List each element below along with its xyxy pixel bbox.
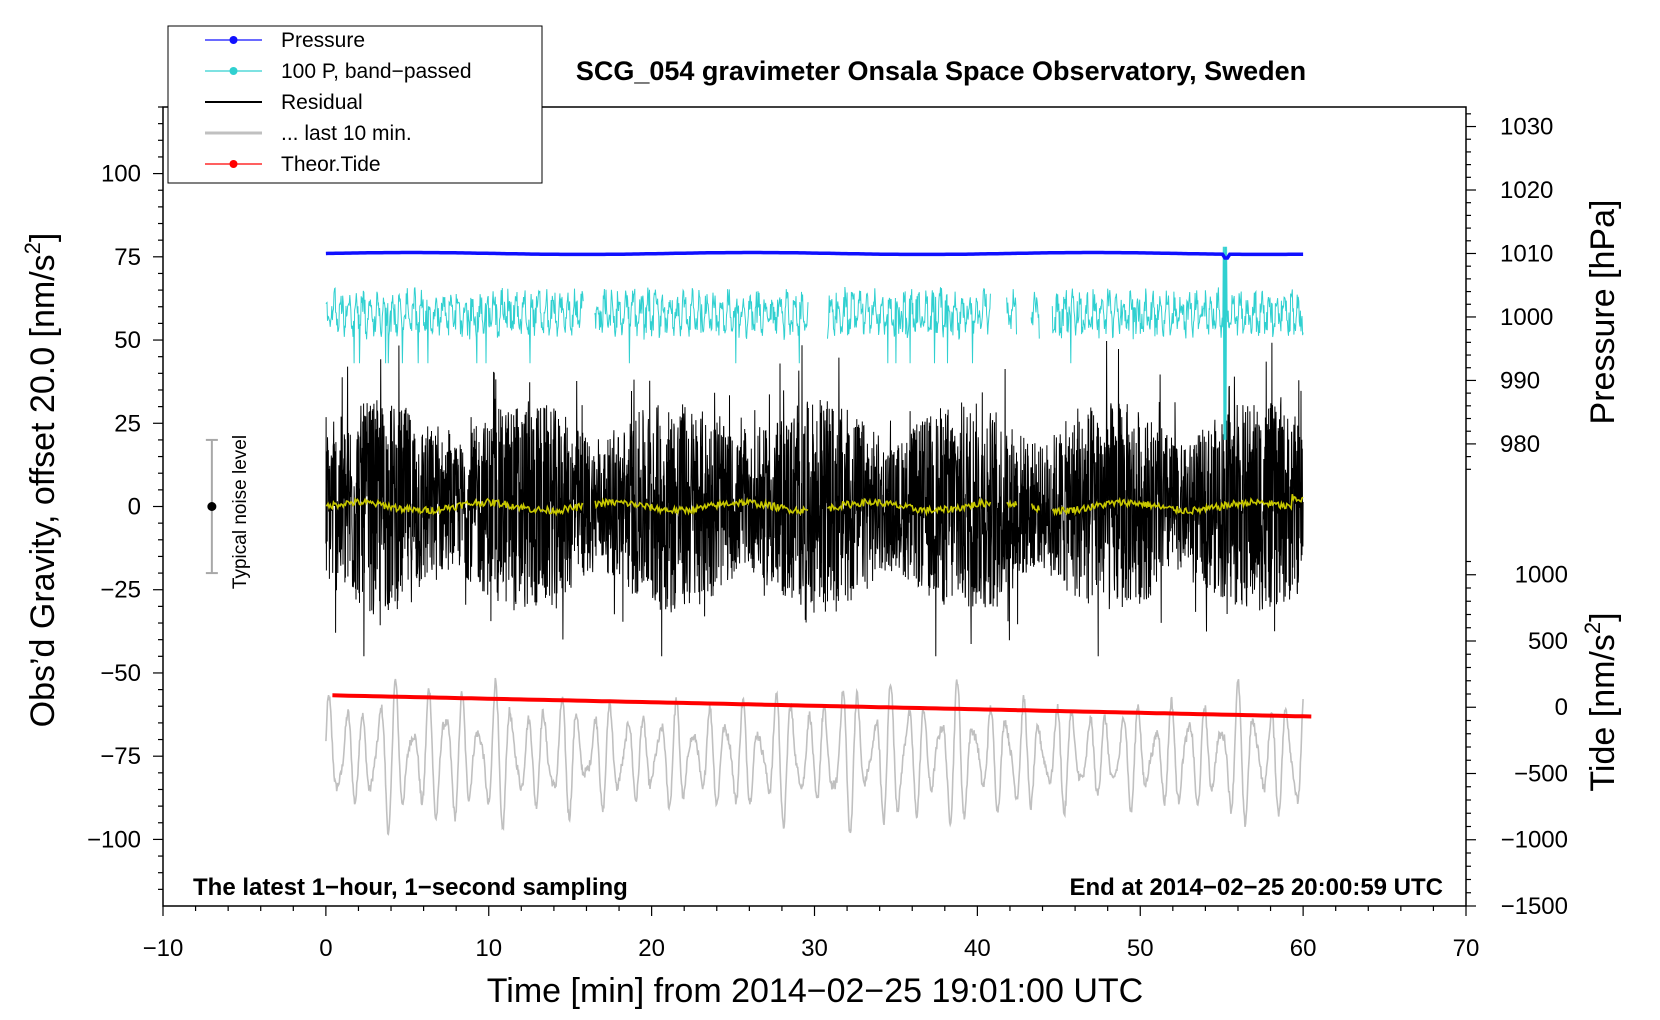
y-pressure-tick-label: 1030	[1500, 114, 1553, 141]
x-tick-label: 70	[1453, 935, 1480, 962]
x-tick-label: 60	[1290, 935, 1317, 962]
noise-level-label: Typical noise level	[230, 435, 251, 589]
y-tide-tick-label: −1500	[1501, 893, 1568, 920]
y-left-tick-label: 100	[101, 161, 141, 188]
y-left-tick-label: −75	[100, 743, 141, 770]
annotation-end-time: End at 2014−02−25 20:00:59 UTC	[1069, 874, 1443, 901]
legend-label: ... last 10 min.	[281, 122, 412, 145]
y-pressure-tick-label: 1010	[1500, 240, 1553, 267]
x-tick-label: 10	[475, 935, 502, 962]
noise-level-indicator	[205, 438, 218, 575]
legend-box	[167, 25, 543, 184]
y-axis-tide-title-end: ]	[1584, 612, 1622, 621]
y-pressure-tick-label: 1000	[1500, 304, 1553, 331]
y-axis-tide-title: Tide [nm/s2]	[1580, 612, 1622, 791]
y-left-tick-label: −100	[87, 826, 141, 853]
y-axis-left-title: Obs’d Gravity, offset 20.0 [nm/s2]	[20, 233, 62, 728]
y-left-tick-label: 25	[114, 410, 141, 437]
series-band-passed	[325, 246, 1304, 440]
series-pressure	[325, 250, 1304, 260]
series-layer	[325, 246, 1312, 836]
y-axis-pressure-title: Pressure [hPa]	[1584, 200, 1622, 425]
y-tide-tick-label: −500	[1514, 760, 1568, 787]
y-tide-tick-label: 500	[1528, 628, 1568, 655]
noise-bar-center-dot	[207, 502, 217, 511]
series-residual-smoothed	[325, 494, 1304, 517]
y-axis-left-title-end: ]	[24, 233, 62, 242]
annotation-sampling: The latest 1−hour, 1−second sampling	[193, 874, 628, 901]
y-left-tick-label: 0	[128, 494, 141, 521]
y-left-tick-label: −25	[100, 577, 141, 604]
series-last-10-min	[325, 677, 1304, 836]
y-tide-tick-label: 0	[1555, 694, 1568, 721]
y-tide-tick-label: −1000	[1501, 827, 1568, 854]
y-left-tick-label: −50	[100, 660, 141, 687]
y-left-tick-label: 75	[114, 244, 141, 271]
legend-label: Residual	[281, 91, 363, 114]
legend-marker	[229, 160, 238, 168]
y-axis-left-title-sup: 2	[20, 242, 45, 254]
y-axis-tide-title-main: Tide [nm/s	[1584, 634, 1622, 791]
y-axis-tide-title-sup: 2	[1580, 622, 1605, 634]
y-left-tick-label: 50	[114, 327, 141, 354]
legend-label: 100 P, band−passed	[281, 60, 472, 83]
tick-marks	[153, 106, 1476, 916]
tick-labels: −10 0 10 20 30 40 50 60 701007550250−25−50−75−10…	[87, 114, 1568, 962]
y-pressure-tick-label: 990	[1500, 367, 1540, 394]
chart-title: SCG_054 gravimeter Onsala Space Observat…	[576, 56, 1306, 86]
x-tick-label: 40	[964, 935, 991, 962]
x-tick-label: −10	[143, 935, 184, 962]
x-tick-label: 50	[1127, 935, 1154, 962]
x-tick-label: 30	[801, 935, 828, 962]
legend-label: Pressure	[281, 29, 365, 52]
y-pressure-tick-label: 980	[1500, 431, 1540, 458]
x-tick-label: 0	[319, 935, 332, 962]
legend-marker	[229, 36, 238, 44]
plot-frame	[162, 106, 1467, 907]
series-theor-tide	[332, 693, 1312, 719]
y-axis-left-title-main: Obs’d Gravity, offset 20.0 [nm/s	[24, 254, 62, 727]
series-residual	[325, 340, 1304, 657]
x-axis-title: Time [min] from 2014−02−25 19:01:00 UTC	[487, 972, 1143, 1010]
y-pressure-tick-label: 1020	[1500, 177, 1553, 204]
legend: Pressure 100 P, band−passed Residual ... la…	[167, 25, 543, 184]
x-tick-label: 20	[638, 935, 665, 962]
y-tide-tick-label: 1000	[1515, 562, 1568, 589]
legend-marker	[229, 67, 238, 75]
legend-label: Theor.Tide	[281, 153, 381, 176]
